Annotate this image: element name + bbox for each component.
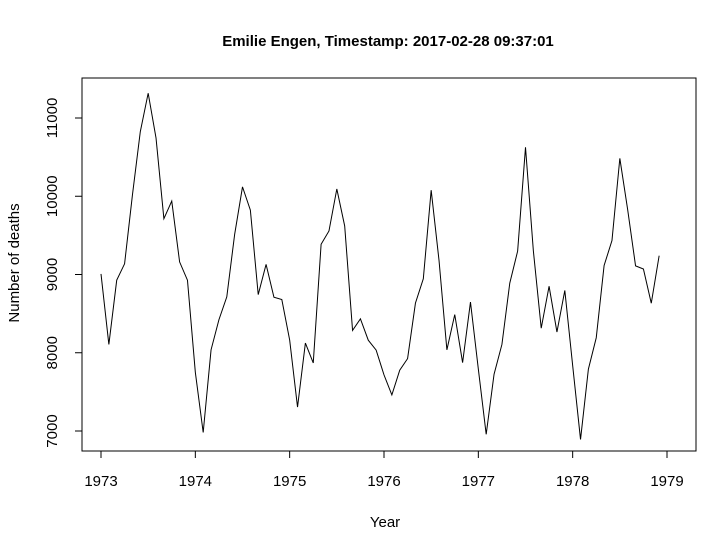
x-tick-label: 1975 bbox=[273, 473, 306, 490]
y-tick-label: 11000 bbox=[44, 98, 61, 139]
x-axis-label: Year bbox=[370, 514, 400, 531]
x-tick-label: 1976 bbox=[367, 473, 400, 490]
y-tick-label: 8000 bbox=[44, 336, 61, 369]
x-tick-label: 1978 bbox=[556, 473, 589, 490]
series-layer bbox=[100, 93, 660, 440]
chart-title: Emilie Engen, Timestamp: 2017-02-28 09:3… bbox=[222, 33, 554, 50]
y-tick-label: 7000 bbox=[44, 414, 61, 447]
x-tick-label: 1977 bbox=[462, 473, 495, 490]
x-axis: 1973 1974 1975 1976 1977 1978 1979 bbox=[84, 450, 684, 490]
y-tick-label: 9000 bbox=[44, 258, 61, 291]
x-tick-label: 1979 bbox=[650, 473, 683, 490]
y-axis-label: Number of deaths bbox=[6, 203, 23, 322]
y-axis: 7000 8000 9000 10000 11000 bbox=[44, 98, 83, 448]
series-line bbox=[100, 93, 660, 440]
x-tick-label: 1973 bbox=[84, 473, 117, 490]
x-tick-label: 1974 bbox=[179, 473, 212, 490]
plot-frame bbox=[81, 77, 697, 452]
y-tick-label: 10000 bbox=[44, 175, 61, 217]
